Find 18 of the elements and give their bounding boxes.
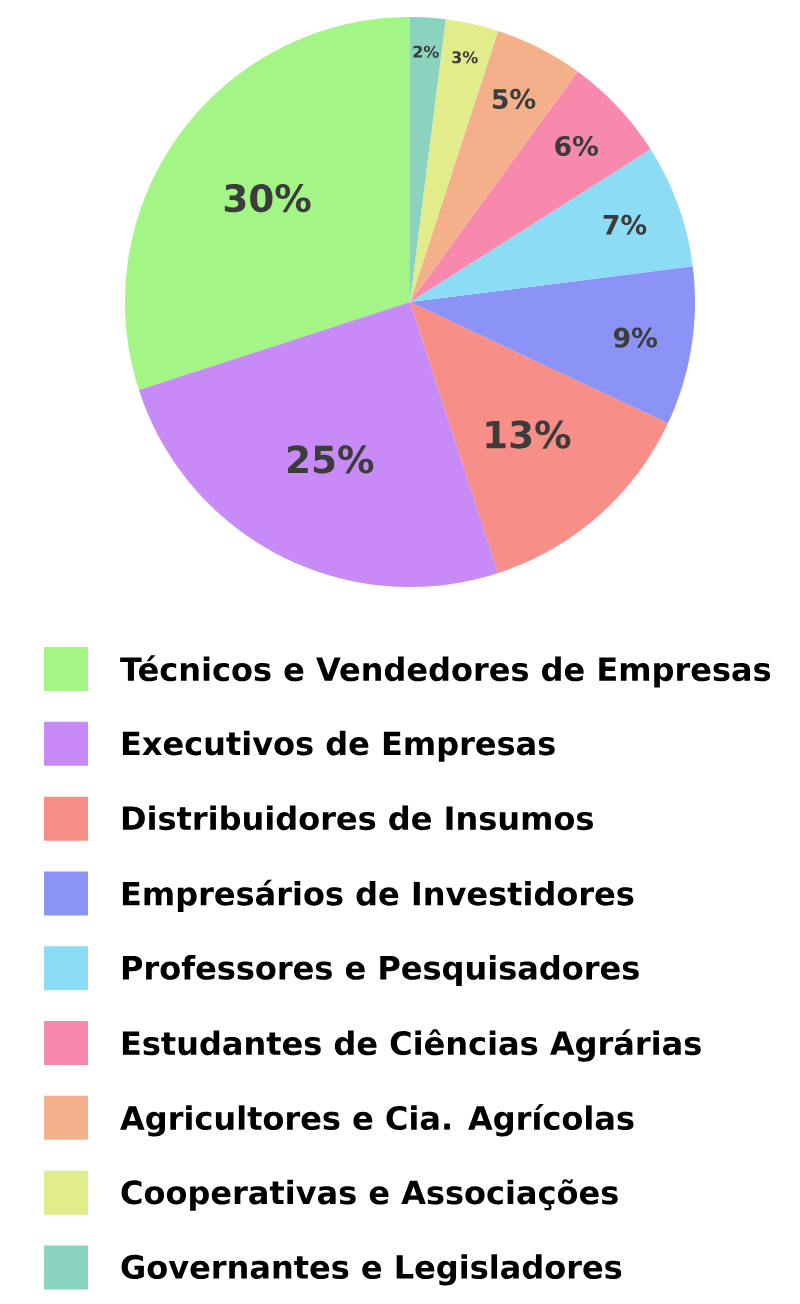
data-label: 13%: [486, 420, 571, 449]
legend-label: Agricultores e Cia. Agrícolas: [120, 1104, 634, 1137]
legend-label: Professores e Pesquisadores: [122, 955, 639, 987]
legend-label: Empresários de Investidores: [122, 879, 634, 912]
data-label: 25%: [288, 445, 374, 474]
data-label: 9%: [613, 327, 657, 348]
data-label: 5%: [492, 88, 536, 109]
data-label: 30%: [224, 184, 311, 213]
legend-label: Governantes e Legisladores: [121, 1254, 622, 1286]
legend-label: Cooperativas e Associações: [121, 1179, 618, 1211]
legend-label: Estudantes de Ciências Agrárias: [122, 1029, 701, 1062]
legend-label: Executivos de Empresas: [122, 730, 555, 762]
data-label: 6%: [555, 135, 598, 157]
data-label: 2%: [413, 45, 439, 58]
data-label: 3%: [452, 51, 478, 64]
legend-label: Técnicos e Vendedores de Empresas: [120, 655, 771, 688]
legend-label: Distribuidores de Insumos: [122, 805, 593, 831]
data-label: 7%: [603, 214, 647, 235]
